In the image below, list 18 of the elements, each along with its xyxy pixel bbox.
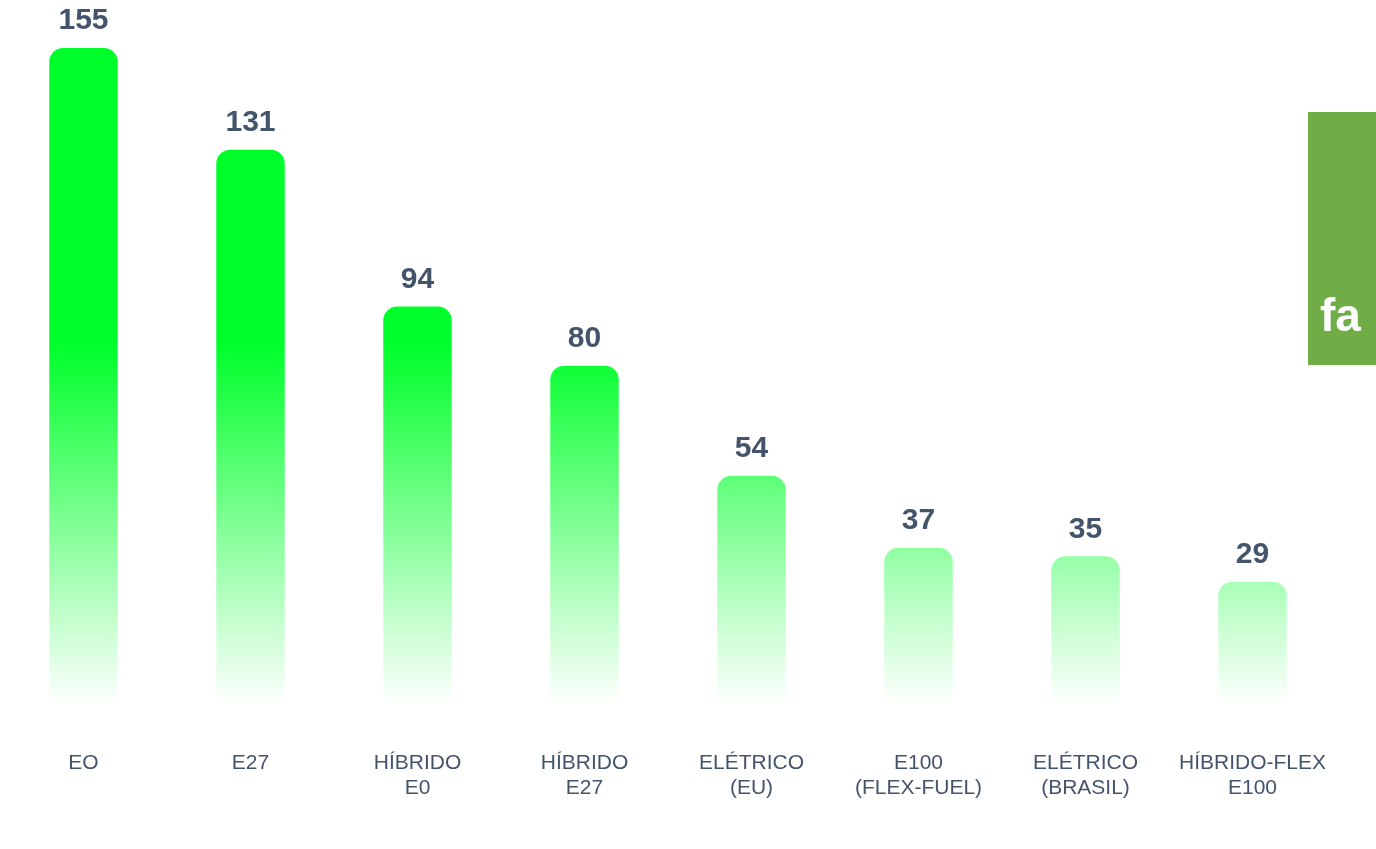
data-label: 35 — [1068, 510, 1103, 544]
data-label: 131 — [225, 103, 276, 137]
note-box: fa — [1308, 112, 1376, 365]
x-tick-label: ELÉTRICO (BRASIL) — [1032, 750, 1139, 799]
data-label: 80 — [567, 319, 602, 353]
data-label: 37 — [901, 502, 936, 536]
data-label: 54 — [734, 430, 769, 464]
x-tick-label: E100 (FLEX-FUEL) — [854, 750, 983, 799]
x-tick-label: HÍBRIDO E27 — [540, 750, 629, 799]
x-tick-label: HÍBRIDO-FLEX E100 — [1178, 750, 1327, 799]
data-label: 155 — [58, 2, 109, 36]
x-tick-label: HÍBRIDO E0 — [373, 750, 462, 799]
annotation: fa — [1320, 288, 1361, 342]
x-tick-label: ELÉTRICO (EU) — [698, 750, 805, 799]
data-label: 94 — [400, 260, 435, 294]
data-label: 29 — [1235, 536, 1270, 570]
x-tick-label: EO — [68, 750, 99, 773]
x-tick-label: E27 — [231, 750, 270, 773]
